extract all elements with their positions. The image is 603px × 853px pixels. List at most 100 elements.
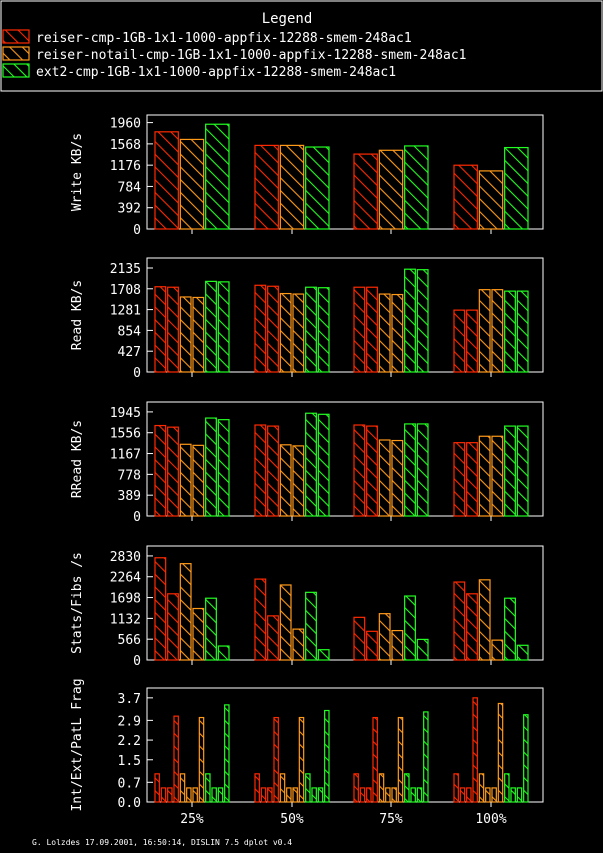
y-tick-label: 566 <box>118 633 141 648</box>
bar <box>179 296 192 373</box>
bar <box>292 787 298 803</box>
bar <box>279 584 292 661</box>
bar <box>523 714 529 803</box>
bar <box>154 557 167 661</box>
bar <box>466 787 472 803</box>
bar <box>192 607 205 661</box>
bar <box>453 581 466 661</box>
bar <box>192 787 198 803</box>
legend-label: reiser-notail-cmp-1GB-1x1-1000-appfix-12… <box>36 48 466 63</box>
y-tick-label: 1167 <box>110 448 141 463</box>
bar <box>179 773 186 803</box>
bar <box>391 629 404 661</box>
y-tick-label: 1176 <box>110 159 141 174</box>
legend-swatch <box>2 63 30 78</box>
footer-credit: G. Lolzdes 17.09.2001, 16:50:14, DISLIN … <box>32 838 293 847</box>
bar <box>217 787 224 803</box>
bar <box>504 290 516 373</box>
y-tick-label: 1556 <box>110 427 141 442</box>
legend-label: ext2-cmp-1GB-1x1-1000-appfix-12288-smem-… <box>36 65 396 80</box>
y-tick-label: 778 <box>118 468 141 483</box>
bar <box>391 293 404 373</box>
bar <box>224 704 230 803</box>
bar <box>292 445 305 517</box>
y-tick-label: 1960 <box>110 117 141 132</box>
bar <box>478 435 491 517</box>
bar <box>154 131 179 230</box>
bar <box>311 787 317 803</box>
bar <box>160 787 167 803</box>
bar <box>292 293 305 373</box>
bar <box>459 787 466 803</box>
bar <box>423 711 429 803</box>
y-tick-label: 1568 <box>110 138 141 153</box>
y-tick-label: 3.7 <box>118 692 141 707</box>
y-tick-label: 1132 <box>110 612 141 627</box>
bar <box>324 709 330 803</box>
y-tick-label: 2830 <box>110 550 141 565</box>
chart-panel: 0 389 778 1167 1556 1945 RRead KB/s <box>70 401 544 525</box>
y-tick-label: 854 <box>118 324 142 339</box>
legend-swatch <box>2 46 30 61</box>
bar <box>179 138 205 230</box>
bar <box>385 787 391 803</box>
bar <box>186 787 192 803</box>
bar <box>453 164 478 230</box>
y-tick-label: 2264 <box>110 571 141 586</box>
bar <box>154 286 167 373</box>
bar <box>404 595 416 661</box>
chart-panel: 0.0 0.7 1.5 2.2 2.9 3.7 Int/Ext/PatL Frag 25% 50… <box>70 678 544 827</box>
bar <box>273 716 279 803</box>
bar <box>453 773 459 803</box>
legend-title: Legend <box>262 11 313 27</box>
bar <box>378 773 385 803</box>
bar <box>466 593 478 661</box>
y-tick-label: 1.5 <box>118 754 141 769</box>
bar <box>167 426 179 517</box>
bar <box>391 439 404 517</box>
bar <box>397 716 404 803</box>
bar <box>205 123 230 230</box>
bar <box>173 715 179 803</box>
bar <box>279 292 292 373</box>
bar <box>192 444 205 517</box>
bar <box>217 419 230 517</box>
bar <box>267 425 279 517</box>
bar <box>298 716 305 803</box>
y-tick-label: 0.7 <box>118 776 141 791</box>
bar <box>317 649 330 661</box>
bar <box>198 716 205 803</box>
bar <box>404 268 416 373</box>
bar <box>416 787 423 803</box>
plot-frame <box>146 114 544 230</box>
bar <box>217 281 230 373</box>
bar <box>267 615 279 661</box>
legend-box <box>0 0 603 92</box>
bar <box>353 286 366 373</box>
bar <box>466 309 478 373</box>
bar <box>286 787 292 803</box>
y-axis-label: Int/Ext/PatL Frag <box>70 678 85 811</box>
bar <box>179 563 192 661</box>
bar <box>305 146 330 230</box>
bar <box>267 787 273 803</box>
plot-frame <box>146 401 544 517</box>
bar <box>167 286 179 373</box>
bar <box>279 144 305 230</box>
bar <box>404 423 416 517</box>
bar <box>254 424 267 517</box>
plot-frame <box>146 687 544 803</box>
y-tick-label: 784 <box>118 180 142 195</box>
bar <box>378 149 404 230</box>
bar <box>353 773 359 803</box>
bar <box>472 697 478 803</box>
bar <box>366 787 372 803</box>
bar <box>466 442 478 517</box>
bar <box>504 597 516 661</box>
bar <box>416 423 429 517</box>
bar <box>279 444 292 517</box>
bar <box>254 284 267 373</box>
y-tick-label: 2135 <box>110 262 141 277</box>
bar <box>378 439 391 517</box>
x-tick-label: 75% <box>379 812 403 827</box>
